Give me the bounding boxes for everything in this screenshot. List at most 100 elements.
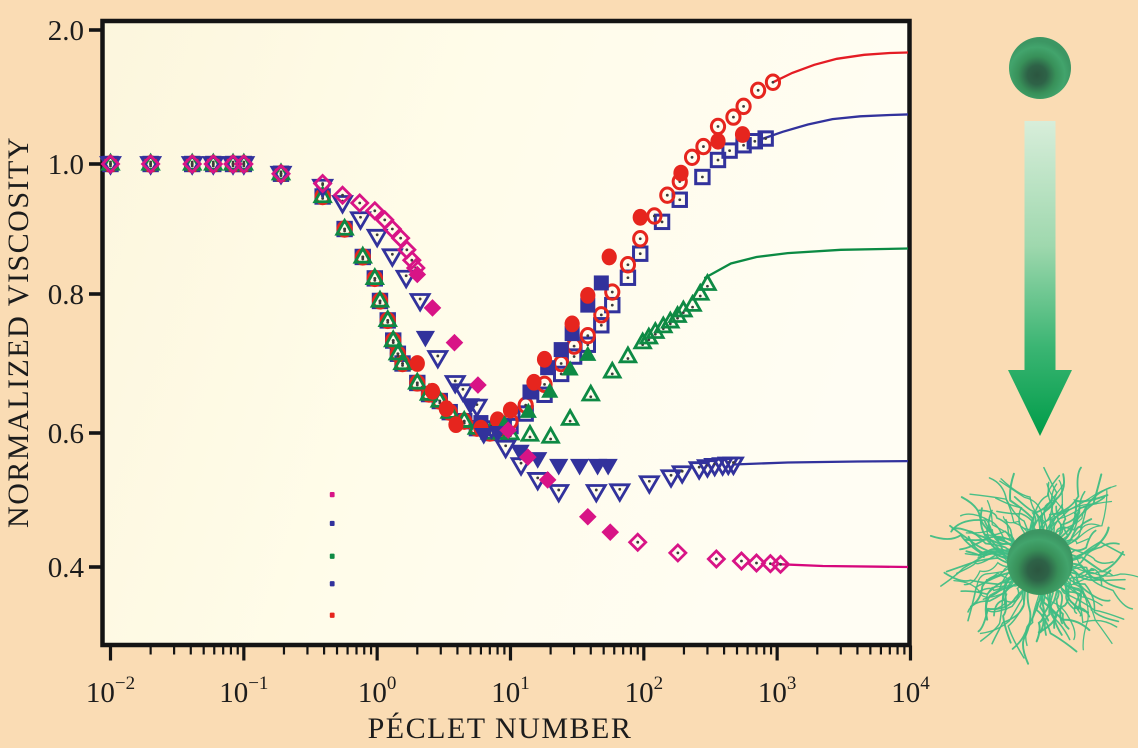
marker-center-dot	[589, 395, 593, 399]
marker-triangle-down-open	[408, 293, 432, 313]
polymer-hair	[1007, 575, 1030, 659]
marker-center-dot	[691, 305, 694, 309]
marker-center-dot	[386, 319, 390, 322]
marker-diamond-open	[140, 154, 161, 174]
marker-center-dot	[626, 276, 630, 280]
marker-center-dot	[410, 258, 414, 262]
marker-center-dot	[391, 339, 395, 342]
simulation-markers	[99, 73, 791, 575]
marker-square-filled	[553, 342, 569, 358]
polymer-hair	[977, 582, 1033, 633]
marker-diamond-open	[233, 154, 254, 174]
marker-triangle-down-open	[637, 475, 661, 495]
marker-triangle-down-open	[349, 211, 372, 231]
marker-center-dot	[524, 403, 528, 407]
key-dot	[329, 492, 335, 498]
marker-diamond-open	[731, 550, 752, 571]
marker-center-dot	[716, 125, 720, 128]
key-dot	[329, 553, 335, 559]
x-tick-label: 100	[358, 673, 397, 709]
marker-center-dot	[732, 115, 735, 119]
marker-center-dot	[453, 379, 457, 383]
marker-center-dot	[559, 362, 563, 365]
marker-triangle-down-open	[547, 484, 571, 504]
y-axis-ticks	[89, 28, 102, 569]
marker-circle-filled	[734, 126, 751, 143]
marker-center-dot	[572, 344, 576, 348]
plot-frame	[100, 18, 912, 648]
marker-triangle-up-open	[580, 383, 601, 402]
theory-line-diamonds	[780, 563, 908, 569]
marker-center-dot	[626, 357, 630, 360]
marker-center-dot	[190, 160, 194, 164]
marker-center-dot	[700, 175, 704, 179]
marker-center-dot	[231, 160, 235, 164]
marker-diamond-open	[627, 532, 648, 553]
theory-line-circles	[771, 51, 908, 84]
marker-center-dot	[375, 233, 379, 237]
marker-triangle-up-open	[352, 245, 373, 264]
marker-triangle-down-filled	[549, 458, 569, 476]
marker-center-dot	[390, 227, 394, 231]
marker-center-dot	[211, 164, 215, 168]
polymer-hair	[1022, 579, 1032, 665]
marker-center-dot	[361, 257, 365, 261]
polymer-hair	[1065, 562, 1112, 580]
marker-square-open	[757, 130, 774, 147]
marker-center-dot	[678, 198, 682, 202]
marker-center-dot	[242, 162, 246, 166]
marker-triangle-down-open	[380, 248, 404, 269]
y-tick-label: 1.0	[48, 149, 84, 181]
diamonds-open	[100, 154, 791, 575]
marker-center-dot	[341, 193, 344, 197]
marker-center-dot	[415, 383, 419, 387]
marker-circle-open	[646, 207, 663, 225]
marker-circle-open	[632, 230, 649, 248]
y-tick-label: 0.4	[48, 552, 85, 584]
marker-square-filled	[593, 275, 609, 291]
marker-circle-open	[735, 97, 752, 116]
marker-center-dot	[732, 461, 735, 464]
marker-triangle-down-open	[494, 439, 518, 460]
polymer-hair	[1047, 500, 1113, 539]
marker-circle-filled	[526, 373, 542, 391]
marker-center-dot	[321, 197, 325, 200]
marker-center-dot	[716, 158, 720, 162]
marker-circle-open	[695, 137, 712, 156]
marker-center-dot	[742, 143, 745, 147]
polymer-hair	[1052, 489, 1108, 552]
key-dot	[329, 520, 335, 527]
marker-center-dot	[652, 214, 656, 218]
marker-diamond-open	[770, 554, 791, 575]
marker-center-dot	[549, 437, 553, 441]
polymer-hair	[1051, 583, 1070, 630]
marker-diamond-open	[271, 163, 291, 184]
marker-triangle-down-open	[426, 350, 450, 370]
marker-center-dot	[390, 252, 394, 256]
marker-triangle-up-open	[653, 315, 674, 334]
colloid-grafting-illustration	[929, 37, 1138, 665]
marker-circle-open	[619, 256, 637, 274]
marker-center-dot	[676, 551, 680, 555]
marker-center-dot	[211, 160, 215, 164]
marker-triangle-down-filled	[570, 458, 590, 476]
polymer-hair	[1002, 573, 1022, 644]
marker-center-dot	[109, 160, 112, 164]
marker-triangle-down-open	[394, 269, 418, 290]
marker-center-dot	[740, 559, 743, 563]
marker-diamond-open	[332, 185, 353, 206]
marker-center-dot	[438, 399, 442, 403]
marker-diamond-open	[364, 200, 385, 221]
marker-center-dot	[647, 479, 651, 483]
polymer-hair	[1063, 567, 1093, 611]
marker-triangle-down-filled	[510, 444, 530, 462]
marker-center-dot	[660, 220, 664, 224]
marker-center-dot	[279, 170, 283, 174]
marker-center-dot	[638, 252, 642, 256]
marker-center-dot	[149, 164, 153, 168]
marker-center-dot	[242, 160, 246, 164]
marker-circle-filled	[601, 248, 617, 266]
marker-center-dot	[706, 284, 709, 288]
marker-center-dot	[149, 162, 153, 166]
